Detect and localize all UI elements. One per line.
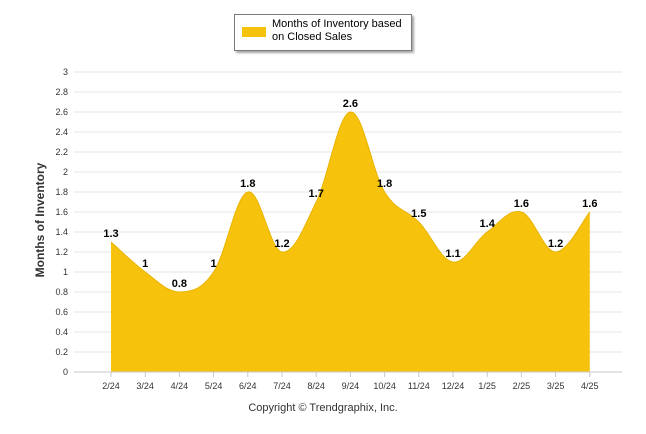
y-axis-ticks: 0 0.2 0.4 0.6 0.8 1 1.2 1.4 1.6 1.8 2 2.2 2.4 2.6 2.8 3 bbox=[55, 67, 68, 377]
y-tick-label: 3 bbox=[63, 67, 68, 77]
legend: Months of Inventory based on Closed Sale… bbox=[234, 14, 412, 51]
x-tick-label: 7/24 bbox=[273, 381, 291, 391]
y-tick-label: 2.2 bbox=[55, 147, 68, 157]
legend-swatch bbox=[242, 27, 266, 37]
data-label: 1.5 bbox=[411, 208, 426, 220]
y-tick-label: 2.4 bbox=[55, 127, 68, 137]
y-tick-label: 0 bbox=[63, 367, 68, 377]
x-tick-label: 1/25 bbox=[478, 381, 496, 391]
x-tick-label: 11/24 bbox=[408, 381, 430, 391]
y-tick-label: 0.4 bbox=[55, 327, 68, 337]
y-tick-label: 2 bbox=[63, 167, 68, 177]
data-label: 1.8 bbox=[240, 178, 255, 190]
copyright-text: Copyright © Trendgraphix, Inc. bbox=[248, 402, 398, 414]
x-tick-label: 3/24 bbox=[136, 381, 154, 391]
data-label: 1.8 bbox=[377, 178, 392, 190]
x-tick-label: 6/24 bbox=[239, 381, 257, 391]
x-tick-label: 12/24 bbox=[442, 381, 465, 391]
y-tick-label: 2.8 bbox=[55, 87, 68, 97]
data-label: 0.8 bbox=[172, 278, 187, 290]
x-tick-label: 2/25 bbox=[513, 381, 531, 391]
data-label: 1.7 bbox=[309, 188, 324, 200]
x-tick-label: 10/24 bbox=[373, 381, 396, 391]
x-tick-label: 2/24 bbox=[102, 381, 120, 391]
y-tick-label: 0.6 bbox=[55, 307, 68, 317]
y-tick-label: 1.8 bbox=[55, 187, 68, 197]
y-tick-label: 0.8 bbox=[55, 287, 68, 297]
data-label: 1 bbox=[142, 258, 148, 270]
data-label: 1.4 bbox=[480, 218, 496, 230]
data-label: 1.3 bbox=[103, 228, 118, 240]
y-tick-label: 1.4 bbox=[55, 227, 68, 237]
legend-label: Months of Inventory based on Closed Sale… bbox=[272, 18, 402, 43]
area-line bbox=[110, 111, 591, 293]
y-tick-label: 1 bbox=[63, 267, 68, 277]
x-axis-ticks: 2/24 3/24 4/24 5/24 6/24 7/24 8/24 9/24 10/24 11/… bbox=[102, 372, 599, 391]
area-fill bbox=[111, 111, 590, 372]
x-tick-label: 3/25 bbox=[547, 381, 565, 391]
y-axis-title: Months of Inventory bbox=[33, 162, 47, 278]
data-label: 1.2 bbox=[548, 238, 563, 250]
y-tick-label: 1.2 bbox=[55, 247, 68, 257]
data-label: 1.6 bbox=[514, 198, 529, 210]
y-tick-label: 2.6 bbox=[55, 107, 68, 117]
y-tick-label: 1.6 bbox=[55, 207, 68, 217]
x-tick-label: 4/25 bbox=[581, 381, 599, 391]
y-tick-label: 0.2 bbox=[55, 347, 68, 357]
x-tick-label: 8/24 bbox=[307, 381, 325, 391]
data-label: 2.6 bbox=[343, 98, 358, 110]
data-labels: 1.3 1 0.8 1 1.8 1.2 1.7 2.6 1.8 1.5 1.1 1.4 1.6 1.2 1.… bbox=[103, 98, 597, 290]
x-tick-label: 5/24 bbox=[205, 381, 223, 391]
data-label: 1 bbox=[211, 258, 217, 270]
x-tick-label: 9/24 bbox=[342, 381, 360, 391]
data-label: 1.1 bbox=[445, 248, 460, 260]
x-tick-label: 4/24 bbox=[171, 381, 189, 391]
data-label: 1.2 bbox=[274, 238, 289, 250]
data-label: 1.6 bbox=[582, 198, 597, 210]
series-area bbox=[110, 111, 591, 372]
